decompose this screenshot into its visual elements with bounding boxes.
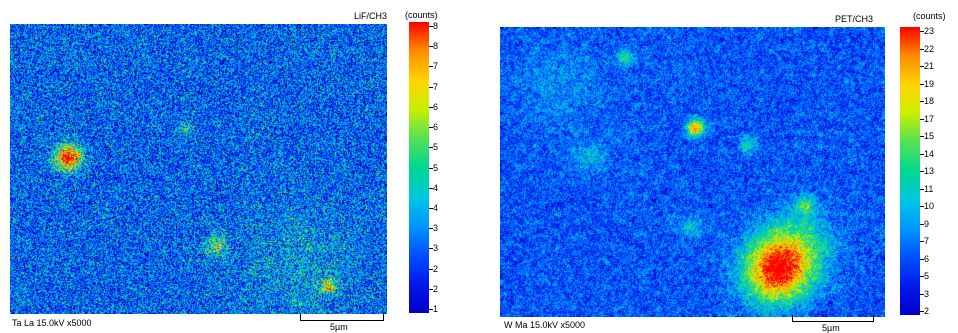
scale-tick-label: 5 bbox=[924, 271, 930, 281]
color-scale-bar bbox=[900, 27, 920, 315]
scale-tick bbox=[429, 26, 433, 27]
scale-tick bbox=[429, 228, 433, 229]
scale-bar bbox=[300, 314, 384, 321]
scale-tick-label: 3 bbox=[433, 243, 439, 253]
scale-tick bbox=[920, 276, 924, 277]
scale-tick bbox=[920, 311, 924, 312]
scale-tick-label: 2 bbox=[924, 306, 930, 316]
scale-tick-label: 13 bbox=[924, 166, 935, 176]
scale-bar bbox=[792, 315, 874, 322]
scale-tick-label: 23 bbox=[924, 26, 935, 36]
scale-tick-label: 1 bbox=[433, 304, 439, 314]
scale-tick bbox=[429, 248, 433, 249]
scale-tick-label: 6 bbox=[924, 254, 930, 264]
scale-bar-label: 5µm bbox=[330, 322, 348, 332]
scale-tick bbox=[429, 127, 433, 128]
scale-tick-label: 21 bbox=[924, 61, 935, 71]
scale-tick-label: 2 bbox=[433, 264, 439, 274]
scale-tick bbox=[920, 154, 924, 155]
scale-tick bbox=[920, 171, 924, 172]
scale-tick bbox=[920, 31, 924, 32]
scale-tick-label: 3 bbox=[924, 289, 930, 299]
scale-tick bbox=[429, 188, 433, 189]
scale-tick bbox=[920, 224, 924, 225]
ta-la-element-map bbox=[10, 24, 387, 314]
scale-tick bbox=[429, 269, 433, 270]
scale-tick-label: 8 bbox=[433, 41, 439, 51]
scale-tick bbox=[920, 136, 924, 137]
scale-tick-label: 14 bbox=[924, 149, 935, 159]
scale-tick bbox=[920, 66, 924, 67]
color-scale-bar bbox=[409, 22, 429, 313]
scale-tick-label: 6 bbox=[433, 122, 439, 132]
scale-tick-label: 7 bbox=[924, 236, 930, 246]
scale-tick-label: 5 bbox=[433, 142, 439, 152]
scale-tick-label: 4 bbox=[433, 203, 439, 213]
scale-tick bbox=[920, 206, 924, 207]
scale-tick-label: 11 bbox=[924, 184, 934, 194]
scale-tick bbox=[429, 46, 433, 47]
scale-tick bbox=[429, 147, 433, 148]
map-panel-left: LiF/CH3 (counts) 8 8 7 7 6 6 5 5 4 4 3 3 2 2 1 Ta La 1… bbox=[0, 0, 460, 333]
scale-tick-label: 9 bbox=[924, 219, 930, 229]
map-caption: Ta La 15.0kV x5000 bbox=[12, 318, 92, 328]
scale-tick bbox=[429, 208, 433, 209]
w-ma-element-map bbox=[500, 27, 885, 317]
scale-tick-label: 5 bbox=[433, 163, 439, 173]
scale-tick-label: 3 bbox=[433, 223, 439, 233]
scale-tick bbox=[429, 309, 433, 310]
scale-tick-label: 15 bbox=[924, 131, 935, 141]
scale-tick-label: 4 bbox=[433, 183, 439, 193]
scale-tick-label: 10 bbox=[924, 201, 935, 211]
scale-tick bbox=[429, 87, 433, 88]
scale-tick bbox=[920, 49, 924, 50]
scale-tick-label: 7 bbox=[433, 82, 439, 92]
units-label: (counts) bbox=[913, 11, 946, 21]
scale-tick bbox=[920, 84, 924, 85]
scale-tick bbox=[429, 289, 433, 290]
crystal-label: PET/CH3 bbox=[834, 14, 873, 24]
scale-bar-label: 5µm bbox=[822, 323, 840, 333]
scale-tick bbox=[920, 101, 924, 102]
scale-tick-label: 8 bbox=[433, 21, 439, 31]
scale-tick bbox=[920, 189, 924, 190]
scale-tick-label: 18 bbox=[924, 96, 935, 106]
scale-tick-label: 2 bbox=[433, 284, 439, 294]
scale-tick-label: 19 bbox=[924, 79, 935, 89]
map-caption: W Ma 15.0kV x5000 bbox=[504, 320, 586, 330]
scale-tick bbox=[429, 66, 433, 67]
scale-tick-label: 7 bbox=[433, 61, 439, 71]
scale-tick-label: 17 bbox=[924, 114, 935, 124]
scale-tick bbox=[920, 294, 924, 295]
units-label: (counts) bbox=[405, 10, 438, 20]
crystal-label: LiF/CH3 bbox=[353, 11, 387, 21]
scale-tick bbox=[429, 107, 433, 108]
scale-tick bbox=[429, 168, 433, 169]
scale-tick bbox=[920, 259, 924, 260]
scale-tick bbox=[920, 119, 924, 120]
scale-tick-label: 22 bbox=[924, 44, 935, 54]
scale-tick-label: 6 bbox=[433, 102, 439, 112]
scale-tick bbox=[920, 241, 924, 242]
